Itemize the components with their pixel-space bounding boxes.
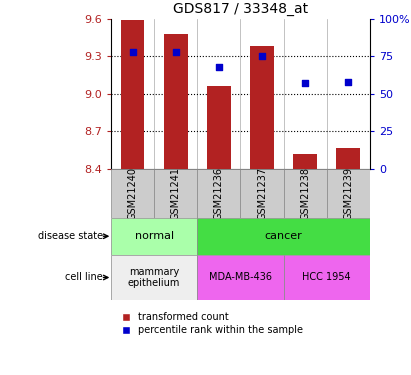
Point: [129, 49, 136, 55]
Text: normal: normal: [134, 231, 174, 241]
Point: [302, 80, 308, 86]
Text: GSM21241: GSM21241: [171, 166, 181, 220]
Text: GSM21237: GSM21237: [257, 166, 267, 220]
Text: cancer: cancer: [265, 231, 302, 241]
Text: GSM21236: GSM21236: [214, 166, 224, 220]
Point: [259, 53, 266, 59]
Bar: [197, 169, 240, 217]
Bar: [111, 169, 154, 217]
Bar: [207, 86, 231, 169]
Point: [215, 64, 222, 70]
Point: [345, 79, 351, 85]
Text: cell line: cell line: [65, 273, 103, 282]
Bar: [337, 147, 360, 169]
Bar: [240, 169, 284, 217]
Bar: [164, 34, 187, 169]
Bar: [284, 169, 327, 217]
Title: GDS817 / 33348_at: GDS817 / 33348_at: [173, 2, 308, 16]
Bar: [111, 255, 197, 300]
Text: MDA-MB-436: MDA-MB-436: [209, 273, 272, 282]
Bar: [197, 255, 284, 300]
Text: GSM21239: GSM21239: [343, 166, 353, 220]
Text: GSM21238: GSM21238: [300, 166, 310, 220]
Bar: [327, 169, 370, 217]
Bar: [284, 255, 370, 300]
Bar: [197, 217, 370, 255]
Bar: [111, 217, 197, 255]
Bar: [154, 169, 197, 217]
Legend: transformed count, percentile rank within the sample: transformed count, percentile rank withi…: [116, 312, 303, 335]
Text: HCC 1954: HCC 1954: [302, 273, 351, 282]
Point: [173, 49, 179, 55]
Text: GSM21240: GSM21240: [127, 166, 138, 220]
Bar: [121, 20, 144, 169]
Bar: [293, 154, 317, 169]
Text: disease state: disease state: [38, 231, 103, 241]
Text: mammary
epithelium: mammary epithelium: [128, 267, 180, 288]
Bar: [250, 46, 274, 169]
